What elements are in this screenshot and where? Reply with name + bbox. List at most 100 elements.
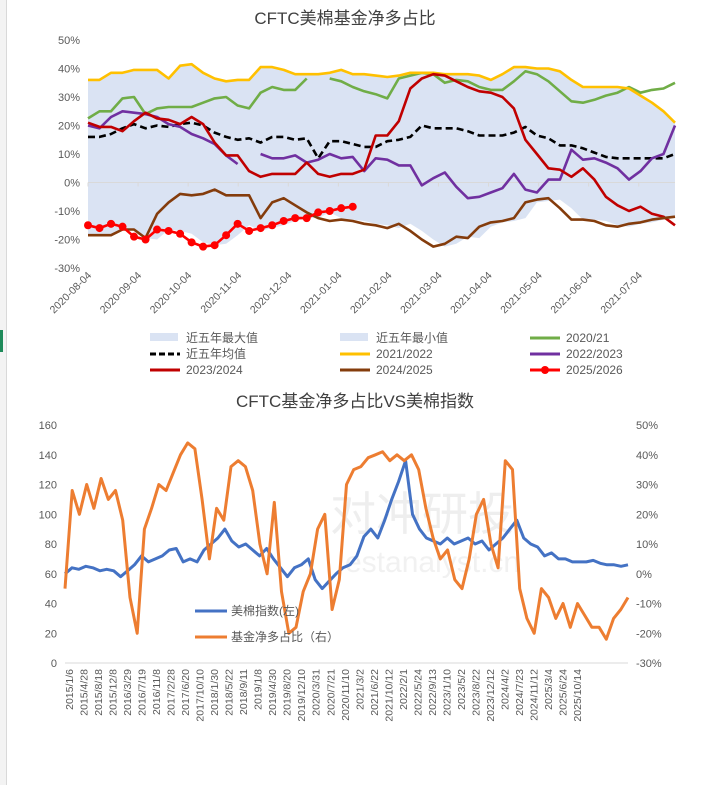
data-point [337, 204, 346, 213]
x-tick-label: 2021/6/22 [369, 669, 381, 716]
legend-item: 2021/2022 [340, 347, 433, 361]
right-y-tick-label: 50% [636, 420, 658, 432]
legend-label: 近五年均值 [186, 346, 246, 361]
left-y-tick-label: 60 [45, 569, 57, 581]
legend-item: 近五年最大值 [150, 330, 258, 345]
x-tick-label: 2015/4/28 [79, 669, 91, 716]
legend-item: 2025/2026 [530, 363, 623, 377]
data-point [245, 226, 254, 235]
x-tick-label: 2018/5/22 [224, 669, 236, 716]
y-tick-label: 30% [58, 92, 80, 104]
x-tick-label: 2022/5/24 [412, 669, 424, 716]
x-tick-label: 2021/3/2 [354, 669, 366, 710]
legend-label: 近五年最大值 [186, 330, 258, 345]
x-tick-label: 2018/1/30 [209, 669, 221, 716]
data-point [107, 219, 116, 228]
data-point [268, 221, 277, 230]
data-point [222, 231, 231, 240]
x-tick-label: 2015/1/6 [64, 669, 76, 710]
legend-label: 2025/2026 [566, 363, 623, 377]
x-tick-label: 2020/3/31 [311, 669, 323, 716]
legend-item: 基金净多占比（右） [195, 629, 339, 644]
x-tick-label: 2025/10/14 [572, 669, 584, 722]
data-point [233, 219, 242, 228]
data-point [314, 208, 323, 217]
left-y-tick-label: 160 [39, 420, 57, 432]
series-美棉指数(左) [64, 459, 629, 591]
data-point [84, 221, 92, 230]
x-tick-label: 2016/7/19 [137, 669, 149, 716]
series-2025/2026 [84, 202, 357, 251]
left-y-tick-label: 80 [45, 539, 57, 551]
y-tick-label: 0% [64, 178, 80, 190]
chart-cftc-net-long: CFTC美棉基金净多占比 50% 40% 30% 20% 10% 0% -10% -20% -3… [48, 9, 677, 377]
legend-swatch [150, 333, 178, 341]
legend-item: 近五年最小值 [340, 330, 448, 345]
x-tick-label: 2023/5/2 [456, 669, 468, 710]
x-tick-label: 2023/8/22 [470, 669, 482, 716]
x-tick-label: 2018/9/11 [238, 669, 250, 715]
legend-label: 美棉指数(左) [231, 603, 299, 618]
data-point [176, 229, 185, 238]
data-point [199, 242, 208, 251]
left-y-tick-label: 0 [51, 658, 57, 670]
x-tick-label: 2019/1/8 [253, 669, 265, 710]
y-tick-label: 50% [58, 35, 80, 47]
data-point [348, 202, 357, 211]
chart2-title: CFTC基金净多占比VS美棉指数 [236, 392, 474, 411]
x-tick-label: 2019/4/30 [267, 669, 279, 716]
x-tick-label: 2019/8/20 [282, 669, 294, 716]
y-tick-label: -10% [54, 206, 80, 218]
data-point [302, 214, 311, 223]
series-2022/2023 [87, 110, 677, 200]
chart1-title: CFTC美棉基金净多占比 [254, 9, 435, 28]
data-point [279, 216, 288, 225]
right-y-tick-label: -30% [636, 658, 662, 670]
series-line [87, 110, 677, 200]
y-tick-label: 10% [58, 149, 80, 161]
legend-label: 2022/2023 [566, 347, 623, 361]
legend-label: 2020/21 [566, 331, 610, 345]
legend-label: 2023/2024 [186, 363, 243, 377]
x-tick-label: 2023/1/10 [441, 669, 453, 716]
x-tick-label: 2016/3/29 [122, 669, 134, 716]
legend-label: 2021/2022 [376, 347, 433, 361]
data-point [153, 225, 162, 234]
x-tick-label: 2019/12/10 [296, 669, 308, 722]
x-tick-label: 2023/12/12 [485, 669, 497, 722]
series-2024/2025 [88, 188, 676, 248]
y-tick-label: -20% [54, 235, 80, 247]
legend-label: 近五年最小值 [376, 330, 448, 345]
x-tick-label: 2025/6/24 [557, 669, 569, 716]
left-y-tick-label: 100 [39, 509, 57, 521]
x-tick-label: 2017/10/10 [195, 669, 207, 722]
series-line [88, 188, 676, 248]
x-tick-label: 2021/10/12 [383, 669, 395, 722]
x-tick-label: 2015/8/18 [93, 669, 105, 716]
data-point [187, 238, 196, 247]
x-tick-label: 2017/6/20 [180, 669, 192, 716]
series-基金净多占比（右） [63, 441, 630, 641]
y-tick-label: 40% [58, 64, 80, 76]
series-2020/21 [87, 70, 676, 120]
legend-item: 2023/2024 [150, 363, 243, 377]
data-point [164, 226, 173, 235]
legend-item: 近五年均值 [150, 346, 246, 361]
spreadsheet-row-edge [0, 0, 7, 785]
legend-item: 美棉指数(左) [195, 603, 299, 618]
x-tick-label: 2015/12/8 [108, 669, 120, 716]
legend-marker [541, 366, 549, 374]
data-point [95, 224, 104, 233]
data-point [210, 241, 219, 250]
data-point [325, 207, 334, 215]
y-tick-label: -30% [54, 263, 80, 275]
data-point [130, 232, 139, 241]
left-y-tick-label: 40 [45, 599, 57, 611]
y-tick-label: 20% [58, 121, 80, 133]
right-y-tick-label: -10% [636, 599, 662, 611]
legend-item: 2024/2025 [340, 363, 433, 377]
right-y-tick-label: -20% [636, 628, 662, 640]
left-y-tick-label: 20 [45, 628, 57, 640]
left-y-tick-label: 120 [39, 480, 57, 492]
